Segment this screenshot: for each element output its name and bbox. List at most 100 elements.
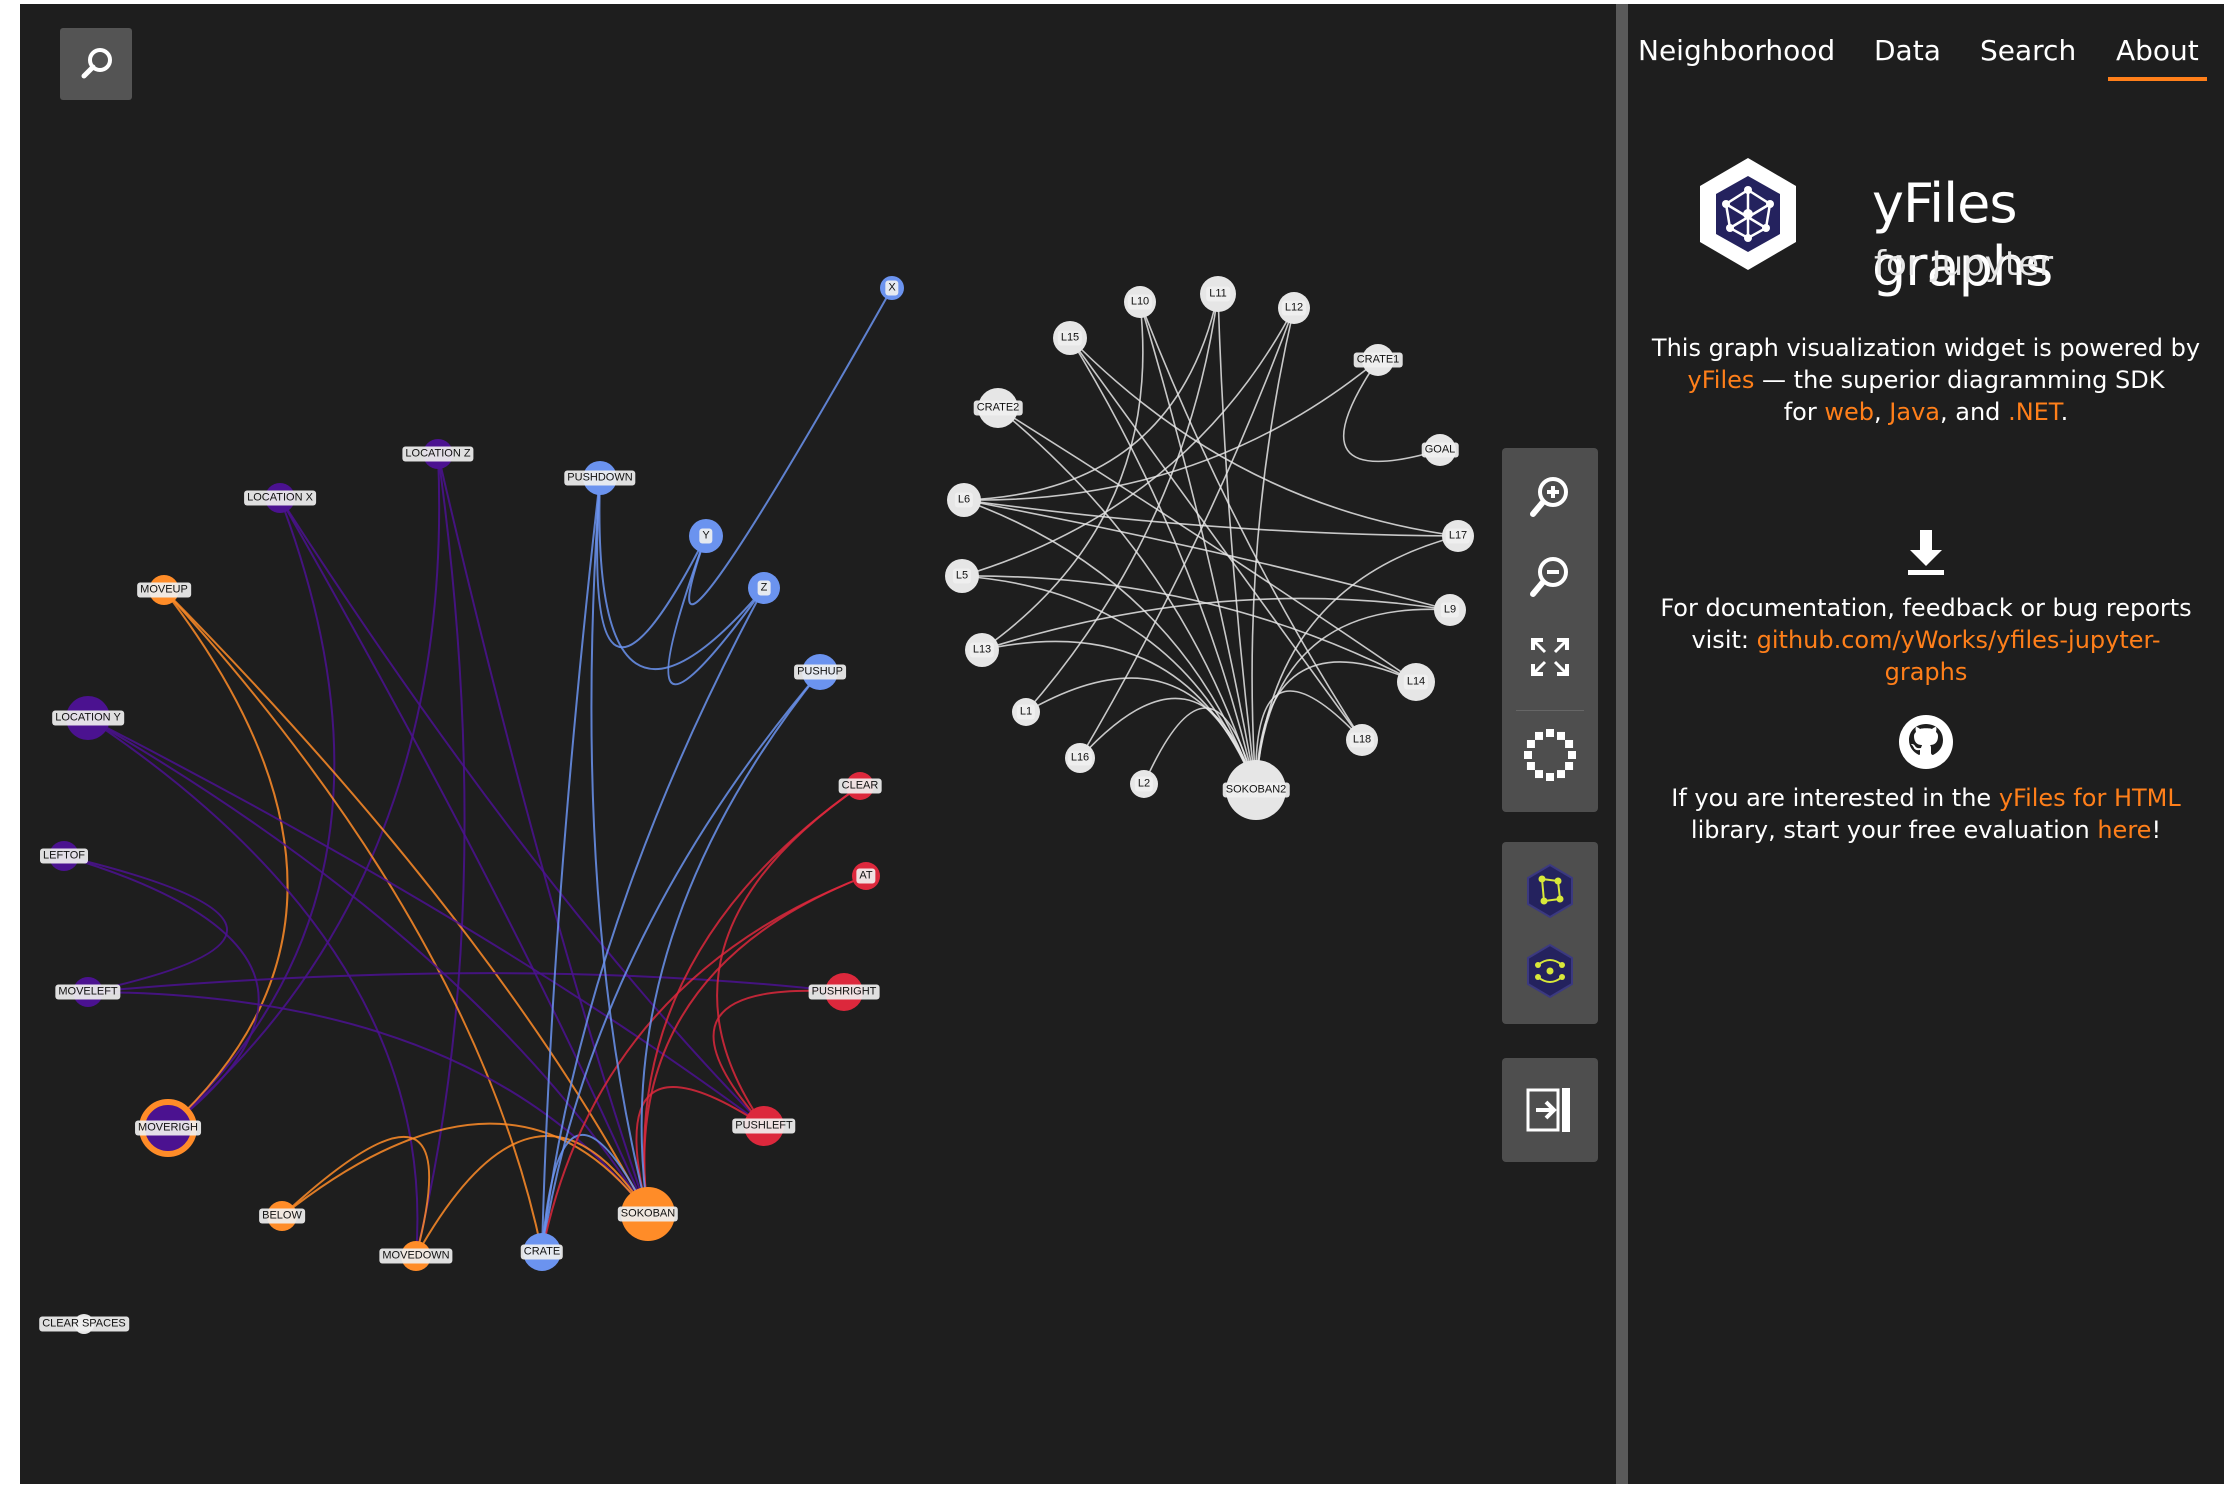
fit-content-button[interactable] xyxy=(1510,622,1590,692)
graph-edge[interactable] xyxy=(963,499,1257,791)
radial-layout-button[interactable] xyxy=(1510,936,1590,1006)
node-label: PUSHUP xyxy=(794,664,846,680)
node-label: Y xyxy=(699,528,713,544)
zoom-out-icon xyxy=(1530,557,1568,597)
yfiles-logo: yFiles graphs for Jupyter xyxy=(1688,154,2168,298)
graph-edge[interactable] xyxy=(598,477,765,671)
graph-edge[interactable] xyxy=(1255,535,1459,791)
evaluation-link[interactable]: here xyxy=(2097,816,2152,844)
graph-edge[interactable] xyxy=(1069,337,1459,537)
graph-edge[interactable] xyxy=(167,453,441,1129)
node-label: MOVERIGH xyxy=(135,1120,201,1136)
graph-edge[interactable] xyxy=(1139,301,1257,791)
graph-edge[interactable] xyxy=(87,717,419,1257)
graph-edge[interactable] xyxy=(1217,293,1257,791)
graph-edge[interactable] xyxy=(163,589,543,1253)
fit-content-icon xyxy=(1531,638,1569,676)
graph-edge[interactable] xyxy=(167,497,336,1129)
graph-edge[interactable] xyxy=(1025,293,1219,713)
graph-edge[interactable] xyxy=(716,785,861,1127)
zoom-in-button[interactable] xyxy=(1510,462,1590,532)
graph-edge[interactable] xyxy=(963,499,1459,537)
node-label: MOVEUP xyxy=(137,582,191,598)
graph-edge[interactable] xyxy=(997,407,1417,683)
graph-edge[interactable] xyxy=(590,477,649,1215)
graph-edge[interactable] xyxy=(1079,307,1295,759)
intro-line2: — the superior diagramming SDK xyxy=(1762,366,2165,394)
tab-data[interactable]: Data xyxy=(1874,34,1941,67)
graph-edge[interactable] xyxy=(281,1122,649,1217)
graph-edge[interactable] xyxy=(87,972,845,993)
graph-edge[interactable] xyxy=(87,991,649,1215)
graph-edge[interactable] xyxy=(279,497,765,1127)
graph-edge[interactable] xyxy=(1079,697,1257,791)
graph-edge[interactable] xyxy=(981,301,1144,651)
graph-edge[interactable] xyxy=(961,307,1295,577)
tab-neighborhood[interactable]: Neighborhood xyxy=(1638,34,1836,67)
github-icon[interactable] xyxy=(1898,714,1954,770)
tab-about[interactable]: About xyxy=(2108,34,2207,81)
graph-edge[interactable] xyxy=(963,359,1379,501)
graph-edge[interactable] xyxy=(541,587,765,1253)
graph-edge[interactable] xyxy=(712,989,845,1127)
graph-edge[interactable] xyxy=(63,855,260,1129)
graph-edge[interactable] xyxy=(1255,690,1363,791)
github-link-cont[interactable]: graphs xyxy=(1884,658,1968,686)
graph-edge[interactable] xyxy=(1139,301,1363,741)
graph-edge[interactable] xyxy=(163,589,649,1215)
graph-edge[interactable] xyxy=(667,535,765,686)
node-label: CRATE1 xyxy=(1353,352,1403,368)
collapse-panel-button[interactable] xyxy=(1510,1075,1590,1145)
node-label: L18 xyxy=(1349,732,1375,748)
graph-edge[interactable] xyxy=(437,453,649,1215)
graph-edge[interactable] xyxy=(596,477,707,649)
graph-edge[interactable] xyxy=(963,293,1219,501)
graph-edge[interactable] xyxy=(541,477,601,1253)
yfiles-html-link[interactable]: yFiles for HTML xyxy=(1998,784,2181,812)
graph-edge[interactable] xyxy=(281,1135,431,1257)
github-link[interactable]: github.com/yWorks/yfiles-jupyter- xyxy=(1756,626,2161,654)
graph-edge[interactable] xyxy=(1069,337,1257,791)
yfiles-link[interactable]: yFiles xyxy=(1687,366,1755,394)
graph-edge[interactable] xyxy=(643,875,867,1215)
graph-edge[interactable] xyxy=(961,575,1417,683)
graph-edge[interactable] xyxy=(63,855,228,993)
layout-button[interactable] xyxy=(1510,720,1590,790)
graph-edge[interactable] xyxy=(981,640,1257,791)
search-button[interactable] xyxy=(60,28,132,100)
graph-edge[interactable] xyxy=(997,407,1257,791)
graph-edge[interactable] xyxy=(1342,359,1441,463)
graph-edge[interactable] xyxy=(87,717,649,1215)
organic-layout-icon xyxy=(1527,863,1573,919)
graph-edge[interactable] xyxy=(415,1135,649,1257)
graph-edge[interactable] xyxy=(688,287,893,606)
java-link[interactable]: Java xyxy=(1889,398,1940,426)
graph-edge[interactable] xyxy=(87,717,765,1127)
graph-edge[interactable] xyxy=(279,497,649,1215)
graph-edge[interactable] xyxy=(981,597,1451,651)
graph-canvas[interactable]: LOCATION Z LOCATION X MOVEUP LOCATION Y LEFT… xyxy=(20,4,1616,1484)
zoom-in-icon xyxy=(1530,477,1568,517)
organic-layout-button[interactable] xyxy=(1510,856,1590,926)
graph-edge[interactable] xyxy=(415,453,466,1257)
graph-edge[interactable] xyxy=(163,589,289,1129)
dotnet-link[interactable]: .NET xyxy=(2008,398,2061,426)
panel-divider[interactable] xyxy=(1616,4,1628,1484)
graph-edge[interactable] xyxy=(961,575,1257,791)
graph-edge[interactable] xyxy=(963,499,1451,611)
node-label: L6 xyxy=(954,492,974,508)
graph-edge[interactable] xyxy=(640,671,821,1215)
node-label: CLEAR xyxy=(838,778,882,794)
node-label: L16 xyxy=(1067,750,1093,766)
zoom-out-button[interactable] xyxy=(1510,542,1590,612)
panel-tabs: Neighborhood Data Search About xyxy=(1628,4,2224,84)
logo-title: yFiles graphs xyxy=(1872,172,2053,298)
node-label: LOCATION Z xyxy=(402,446,474,462)
web-link[interactable]: web xyxy=(1824,398,1875,426)
yfiles-logo-icon xyxy=(1700,158,1796,270)
graph-edge[interactable] xyxy=(541,671,821,1253)
graph-edge[interactable] xyxy=(1251,307,1295,791)
tab-search[interactable]: Search xyxy=(1980,34,2077,67)
node-label: L5 xyxy=(952,568,972,584)
graph-edge[interactable] xyxy=(1069,337,1363,741)
